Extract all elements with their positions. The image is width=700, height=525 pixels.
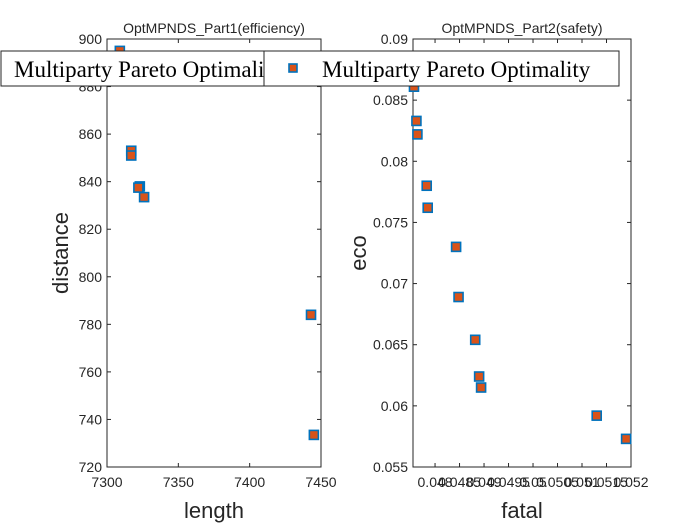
right-data-points (408, 81, 632, 445)
right-legend-box (263, 50, 620, 87)
right-x-tick-label: 0.05 (519, 474, 546, 490)
left-x-tick-label: 7450 (305, 474, 336, 490)
right-x-tick-label: 0.048 (418, 474, 453, 490)
right-y-tick-label: 0.06 (381, 398, 408, 414)
right-data-point (475, 382, 487, 393)
right-y-tick-label: 0.085 (373, 92, 408, 108)
left-y-axis-label: distance (48, 212, 73, 294)
left-chart-title: OptMPNDS_Part1(efficiency) (123, 20, 305, 36)
left-plot-area (106, 38, 322, 468)
right-y-tick-label: 0.075 (373, 214, 408, 230)
right-data-point (421, 180, 433, 192)
right-y-tick-label: 0.09 (381, 31, 408, 47)
left-x-tick-label: 7350 (163, 474, 194, 490)
right-x-tick-label: 0.0515 (585, 474, 628, 490)
right-legend-label: Multiparty Pareto Optimality (322, 57, 591, 82)
left-y-tick-label: 840 (79, 174, 103, 190)
left-x-tick-label: 7300 (91, 474, 122, 490)
right-data-point (473, 371, 485, 382)
right-data-point (620, 433, 632, 445)
left-y-tick-label: 860 (79, 126, 103, 142)
right-data-point (469, 334, 481, 346)
left-legend-label: Multiparty Pareto Optimality (14, 57, 283, 82)
right-data-point (591, 410, 603, 421)
left-data-point (138, 191, 150, 203)
right-plot-area (412, 38, 632, 468)
right-y-tick-label: 0.065 (373, 337, 408, 353)
left-y-tick-label: 760 (79, 364, 103, 380)
left-data-point (308, 429, 320, 441)
right-x-tick-label: 0.051 (564, 474, 599, 490)
right-data-point (422, 202, 433, 214)
right-data-point (412, 129, 423, 140)
right-x-tick-label: 0.0485 (438, 474, 481, 490)
right-y-tick-label: 0.07 (381, 276, 408, 292)
left-y-tick-label: 800 (79, 269, 103, 285)
left-y-tick-label: 740 (79, 411, 103, 427)
left-data-point (125, 150, 137, 161)
left-chart-panel: 7300 7350 7400 7450 720 740 760 780 800 820 840 860… (48, 20, 337, 523)
right-x-tick-label: 0.049 (467, 474, 502, 490)
right-ticks: 0.0480.04850.0490.04950.050.05050.0510.0… (373, 31, 649, 490)
right-legend[interactable]: Multiparty Pareto Optimality (263, 50, 620, 87)
right-chart-panel: 0.0480.04850.0490.04950.050.05050.0510.0… (346, 20, 649, 523)
right-x-tick-label: 0.052 (613, 474, 648, 490)
right-data-point (450, 241, 462, 253)
right-legend-marker (288, 63, 298, 73)
left-y-tick-label: 900 (79, 31, 103, 47)
right-x-tick-label: 0.0495 (487, 474, 530, 490)
left-y-tick-label: 780 (79, 316, 103, 332)
right-y-tick-label: 0.08 (381, 153, 408, 169)
left-y-tick-label: 820 (79, 221, 103, 237)
left-x-axis-label: length (184, 498, 244, 523)
right-y-axis-label: eco (346, 235, 371, 270)
left-data-point (305, 309, 317, 321)
right-chart-title: OptMPNDS_Part2(safety) (441, 20, 602, 36)
left-y-tick-label: 720 (79, 459, 103, 475)
right-y-tick-label: 0.055 (373, 459, 408, 475)
left-x-tick-label: 7400 (234, 474, 265, 490)
right-x-axis-label: fatal (501, 498, 543, 523)
right-data-point (453, 291, 464, 303)
right-x-tick-label: 0.0505 (536, 474, 579, 490)
left-data-point (133, 182, 144, 193)
right-data-point (411, 115, 422, 127)
